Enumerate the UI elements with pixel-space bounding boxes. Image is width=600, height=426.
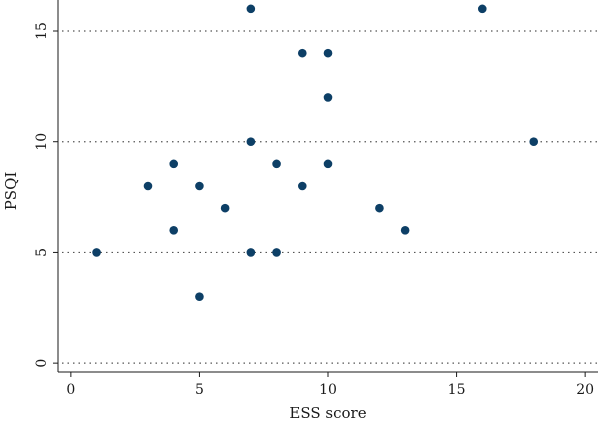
data-point-10: [272, 159, 281, 169]
data-point-17: [375, 203, 384, 213]
x-tick-label-5: 5: [195, 382, 204, 398]
x-tick-label-0: 0: [66, 382, 75, 398]
data-point-12: [297, 48, 307, 58]
data-point-19: [477, 4, 487, 14]
x-tick-label-20: 20: [576, 382, 594, 398]
data-point-4: [195, 181, 204, 191]
data-point-3: [169, 225, 179, 235]
x-tick-label-15: 15: [448, 382, 466, 398]
data-point-18: [400, 225, 410, 235]
data-point-6: [220, 203, 230, 213]
axes: [53, 0, 598, 377]
x-tick-label-10: 10: [319, 382, 337, 398]
tick-labels: 0 5 10 15 0 5 10 15 20: [34, 22, 594, 398]
y-axis-title: PSQI: [2, 172, 20, 211]
data-point-5: [195, 292, 204, 302]
y-tick-label-5: 5: [34, 248, 50, 257]
data-point-7: [246, 4, 256, 14]
data-point-2: [169, 159, 179, 169]
x-axis-title: ESS score: [289, 404, 366, 422]
data-point-8: [246, 137, 256, 147]
y-tick-label-15: 15: [34, 22, 50, 40]
data-points: [92, 4, 539, 302]
y-tick-label-10: 10: [34, 133, 50, 151]
data-point-9: [246, 248, 256, 257]
data-point-1: [143, 181, 153, 191]
data-point-15: [323, 93, 333, 102]
data-point-13: [297, 181, 307, 191]
data-point-11: [272, 248, 281, 257]
data-point-14: [323, 48, 333, 58]
data-point-0: [92, 248, 101, 257]
grid-lines: [62, 30, 598, 364]
y-tick-label-0: 0: [34, 359, 50, 368]
data-point-16: [323, 159, 333, 169]
data-point-20: [529, 137, 539, 147]
